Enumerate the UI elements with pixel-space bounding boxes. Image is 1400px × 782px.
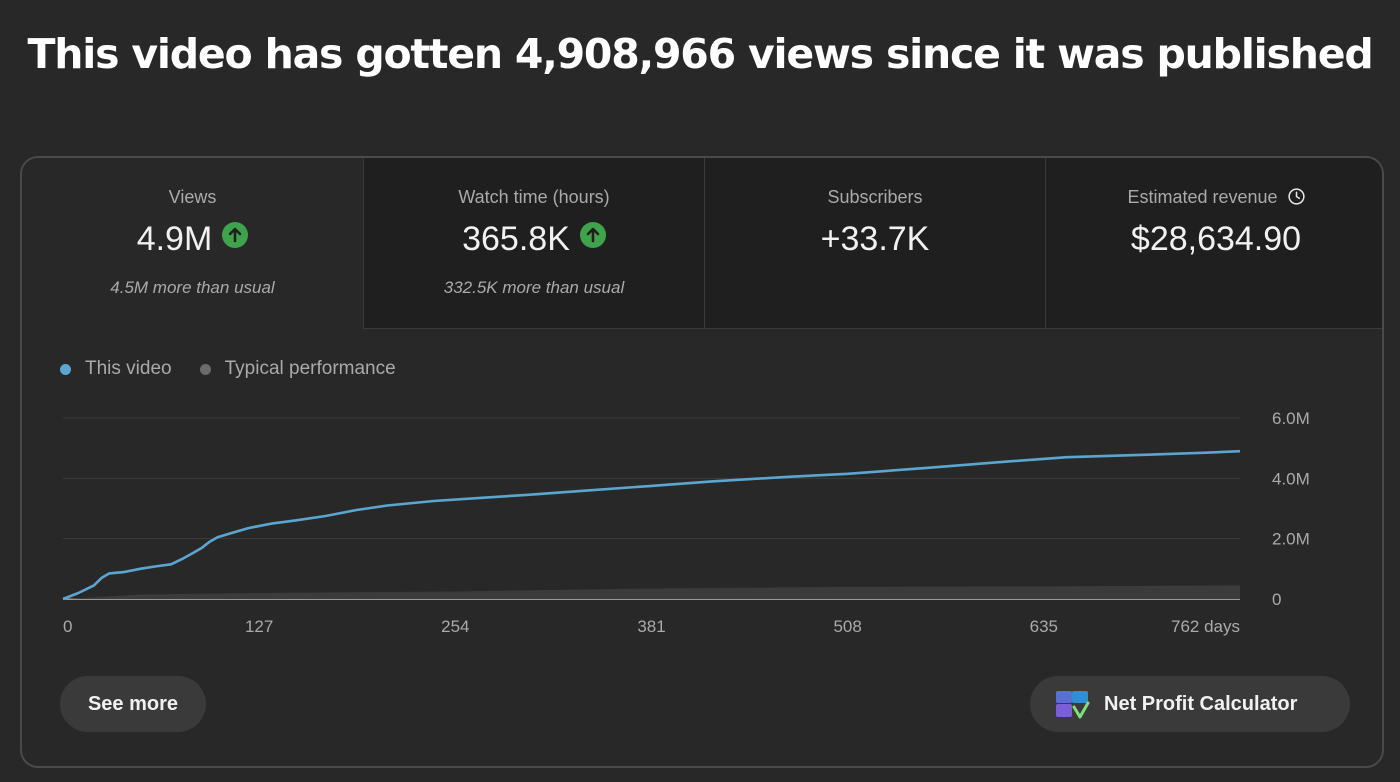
legend-dot-icon [199,363,211,375]
chart-legend: This video Typical performance [60,358,424,380]
metric-tabs: Views 4.9M 4.5M more than usual Watch ti… [22,158,1382,329]
metric-label: Subscribers [827,187,923,207]
legend-label: This video [85,358,172,379]
trend-up-icon [222,222,249,248]
metric-label: Views [168,187,217,207]
metric-comparison: 4.5M more than usual [110,278,275,297]
y-tick-label: 0 [1272,590,1281,609]
metric-tab-watch-time[interactable]: Watch time (hours) 365.8K 332.5K more th… [363,158,704,329]
x-tick-label: 254 [441,617,469,636]
metric-comparison: 332.5K more than usual [443,278,625,297]
x-tick-label: 381 [637,617,665,636]
see-more-button[interactable]: See more [60,676,206,732]
y-tick-label: 2.0M [1272,530,1310,549]
y-tick-label: 4.0M [1272,469,1310,488]
metric-value: 4.9M [22,220,363,259]
x-tick-label: 635 [1030,617,1058,636]
metric-value: $28,634.90 [1130,220,1302,258]
x-tick-label: 127 [245,617,273,636]
metric-value: +33.7K [820,220,930,258]
metric-tab-subscribers[interactable]: Subscribers +33.7K [704,158,1045,329]
trend-up-icon [579,222,606,248]
metric-value: 365.8K [364,220,704,259]
metric-tab-revenue[interactable]: Estimated revenue $28,634.90 [1045,158,1382,329]
legend-item-typical: Typical performance [199,358,396,380]
page-title: This video has gotten 4,908,966 views si… [27,30,1374,78]
x-tick-label: 762 days [1171,617,1240,636]
metric-label: Estimated revenue [1046,187,1382,208]
this-video-line [62,449,1241,601]
net-profit-label: Net Profit Calculator [1104,692,1298,715]
legend-item-this-video: This video [60,358,172,380]
y-tick-label: 6.0M [1272,409,1310,428]
analytics-card: Views 4.9M 4.5M more than usual Watch ti… [20,156,1384,768]
legend-dot-icon [60,363,71,375]
metric-label: Watch time (hours) [458,187,610,207]
metric-tab-views[interactable]: Views 4.9M 4.5M more than usual [22,158,363,329]
nexlev-logo-icon [1056,691,1090,719]
net-profit-calculator-button[interactable]: Net Profit Calculator [1030,676,1350,732]
legend-label: Typical performance [224,358,396,379]
clock-icon [1287,188,1305,205]
views-chart: 6.0M 4.0M 2.0M 0 0 127 254 381 508 635 762 days [62,409,1310,636]
x-tick-label: 508 [833,617,861,636]
typical-performance-area [63,585,1240,599]
x-tick-label: 0 [63,617,72,636]
